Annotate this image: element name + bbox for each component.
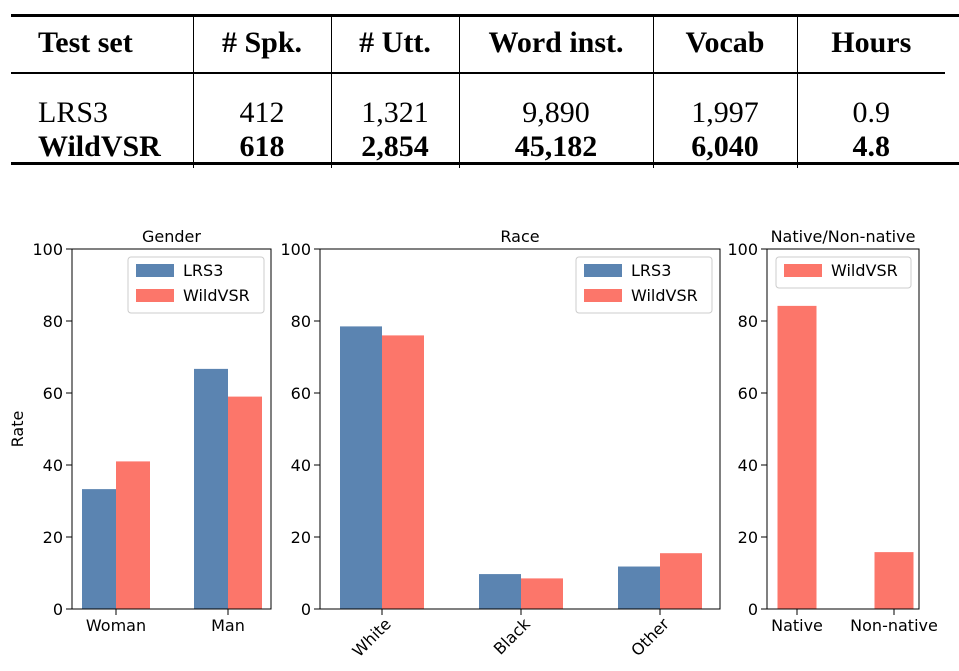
chart-title: Gender xyxy=(142,227,201,246)
row-name: WildVSR xyxy=(38,130,161,163)
x-tick-label: Black xyxy=(490,614,535,659)
legend-label: WildVSR xyxy=(831,261,898,280)
legend-swatch xyxy=(136,264,174,277)
bar-wildvsr-non-native xyxy=(874,552,914,609)
x-tick-label: Other xyxy=(627,614,673,660)
cell-hours: 4.8 xyxy=(796,130,945,168)
legend-swatch xyxy=(136,289,174,302)
bar-wildvsr-man xyxy=(228,396,262,609)
bar-lrs3-white xyxy=(340,326,382,609)
y-tick-label: 20 xyxy=(291,528,311,547)
cell-word-instances: 9,890 xyxy=(458,73,653,130)
y-axis-label: Rate xyxy=(8,411,27,448)
y-tick-label: 40 xyxy=(291,456,311,475)
y-tick-label: 80 xyxy=(291,312,311,331)
table-header-row: Test set # Spk. # Utt. Word inst. Vocab … xyxy=(11,14,945,73)
cell-hours: 0.9 xyxy=(796,73,945,130)
bar-lrs3-black xyxy=(479,574,521,609)
y-tick-label: 0 xyxy=(748,600,758,619)
legend-swatch xyxy=(584,264,622,277)
x-tick-label: Native xyxy=(771,616,823,635)
plot-frame xyxy=(71,248,272,610)
header-test-set: Test set xyxy=(38,26,133,59)
y-tick-label: 60 xyxy=(291,384,311,403)
table-row: WildVSR 618 2,854 45,182 6,040 4.8 xyxy=(11,130,945,168)
stats-table: Test set # Spk. # Utt. Word inst. Vocab … xyxy=(11,14,945,168)
bar-wildvsr-native xyxy=(777,305,817,609)
y-tick-label: 60 xyxy=(43,384,63,403)
cell-vocab: 1,997 xyxy=(652,73,797,130)
bar-lrs3-man xyxy=(194,368,228,609)
y-tick-label: 60 xyxy=(738,384,758,403)
y-tick-label: 0 xyxy=(53,600,63,619)
y-tick-label: 40 xyxy=(43,456,63,475)
x-tick-label: White xyxy=(348,614,394,660)
legend-label: WildVSR xyxy=(183,286,250,305)
header-vocab: Vocab xyxy=(652,14,797,73)
y-tick-label: 100 xyxy=(32,240,63,259)
bar-wildvsr-white xyxy=(382,335,424,609)
bar-lrs3-woman xyxy=(82,489,116,609)
legend-label: LRS3 xyxy=(183,261,223,280)
bar-wildvsr-woman xyxy=(116,461,150,609)
y-tick-label: 80 xyxy=(43,312,63,331)
table-row: LRS3 412 1,321 9,890 1,997 0.9 xyxy=(11,73,945,130)
header-word-instances: Word inst. xyxy=(458,14,653,73)
cell-word-instances: 45,182 xyxy=(458,130,653,168)
plot-frame xyxy=(319,248,721,610)
x-tick-label: Woman xyxy=(86,616,146,635)
cell-utterances: 2,854 xyxy=(330,130,459,168)
cell-speakers: 412 xyxy=(192,73,331,130)
cell-vocab: 6,040 xyxy=(652,130,797,168)
y-tick-label: 0 xyxy=(301,600,311,619)
plot-frame xyxy=(766,248,920,610)
row-name: LRS3 xyxy=(38,96,109,129)
bar-wildvsr-black xyxy=(521,578,563,609)
cell-utterances: 1,321 xyxy=(330,73,459,130)
legend-label: LRS3 xyxy=(631,261,671,280)
chart-title: Race xyxy=(500,227,539,246)
y-tick-label: 100 xyxy=(727,240,758,259)
header-speakers: # Spk. xyxy=(192,14,331,73)
table-bottom-rule xyxy=(11,162,959,165)
y-tick-label: 20 xyxy=(738,528,758,547)
y-tick-label: 20 xyxy=(43,528,63,547)
cell-speakers: 618 xyxy=(192,130,331,168)
header-hours: Hours xyxy=(796,14,945,73)
bar-wildvsr-other xyxy=(660,553,702,609)
y-tick-label: 80 xyxy=(738,312,758,331)
y-tick-label: 40 xyxy=(738,456,758,475)
y-tick-label: 100 xyxy=(280,240,311,259)
x-tick-label: Man xyxy=(211,616,245,635)
legend-swatch xyxy=(584,289,622,302)
bar-lrs3-other xyxy=(618,566,660,609)
stats-table-wrap: Test set # Spk. # Utt. Word inst. Vocab … xyxy=(11,14,959,168)
legend-swatch xyxy=(784,264,822,277)
x-tick-label: Non-native xyxy=(850,616,938,635)
chart-title: Native/Non-native xyxy=(771,227,916,246)
header-utterances: # Utt. xyxy=(330,14,459,73)
legend-label: WildVSR xyxy=(631,286,698,305)
